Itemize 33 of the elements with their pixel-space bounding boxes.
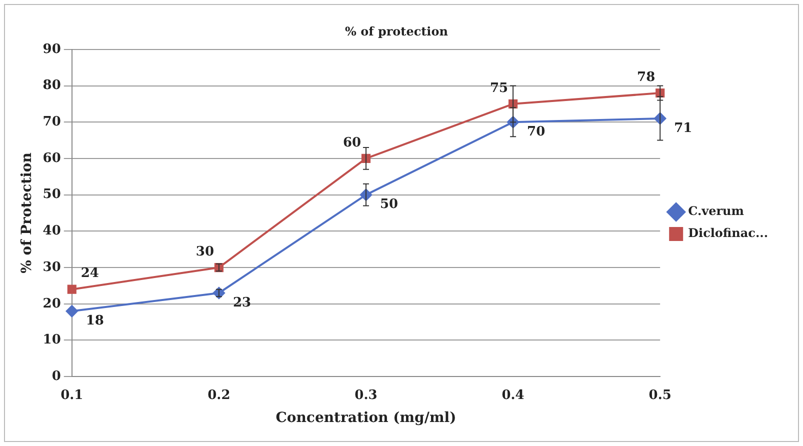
chart-title: % of protection <box>345 24 448 38</box>
data-label: 18 <box>86 314 104 329</box>
y-tick-label: 70 <box>42 114 61 130</box>
x-tick-label: 0.5 <box>648 388 672 403</box>
y-tick-label: 20 <box>42 296 61 312</box>
y-tick-label: 80 <box>42 78 61 94</box>
data-label: 75 <box>490 80 508 96</box>
data-label: 70 <box>527 124 546 140</box>
y-tick-label: 30 <box>42 260 61 275</box>
data-label: 60 <box>342 135 362 150</box>
data-label: 30 <box>196 244 214 260</box>
y-tick-label: 40 <box>42 224 61 239</box>
x-tick-label: 0.1 <box>60 388 84 403</box>
data-label: 78 <box>637 70 656 85</box>
y-tick-label: 50 <box>42 187 61 202</box>
x-tick-label: 0.4 <box>502 388 524 403</box>
y-tick-label: 10 <box>42 332 61 348</box>
x-tick-label: 0.3 <box>354 388 378 403</box>
point <box>66 305 78 318</box>
data-label: 50 <box>380 197 398 212</box>
point <box>67 284 76 294</box>
data-label: 23 <box>232 295 252 310</box>
data-label: 71 <box>674 120 692 136</box>
y-tick-label: 60 <box>42 150 61 166</box>
x-axis-title: Concentration (mg/ml) <box>276 410 456 426</box>
data-label: 24 <box>80 266 99 282</box>
legend-label: C.verum <box>688 204 744 218</box>
y-tick-label: 0 <box>52 368 61 384</box>
point <box>212 286 225 299</box>
y-tick-label: 90 <box>42 42 61 57</box>
legend-label: Diclofinac... <box>688 226 768 240</box>
x-tick-label: 0.2 <box>208 388 230 403</box>
y-axis-title: % of Protection <box>19 152 36 274</box>
